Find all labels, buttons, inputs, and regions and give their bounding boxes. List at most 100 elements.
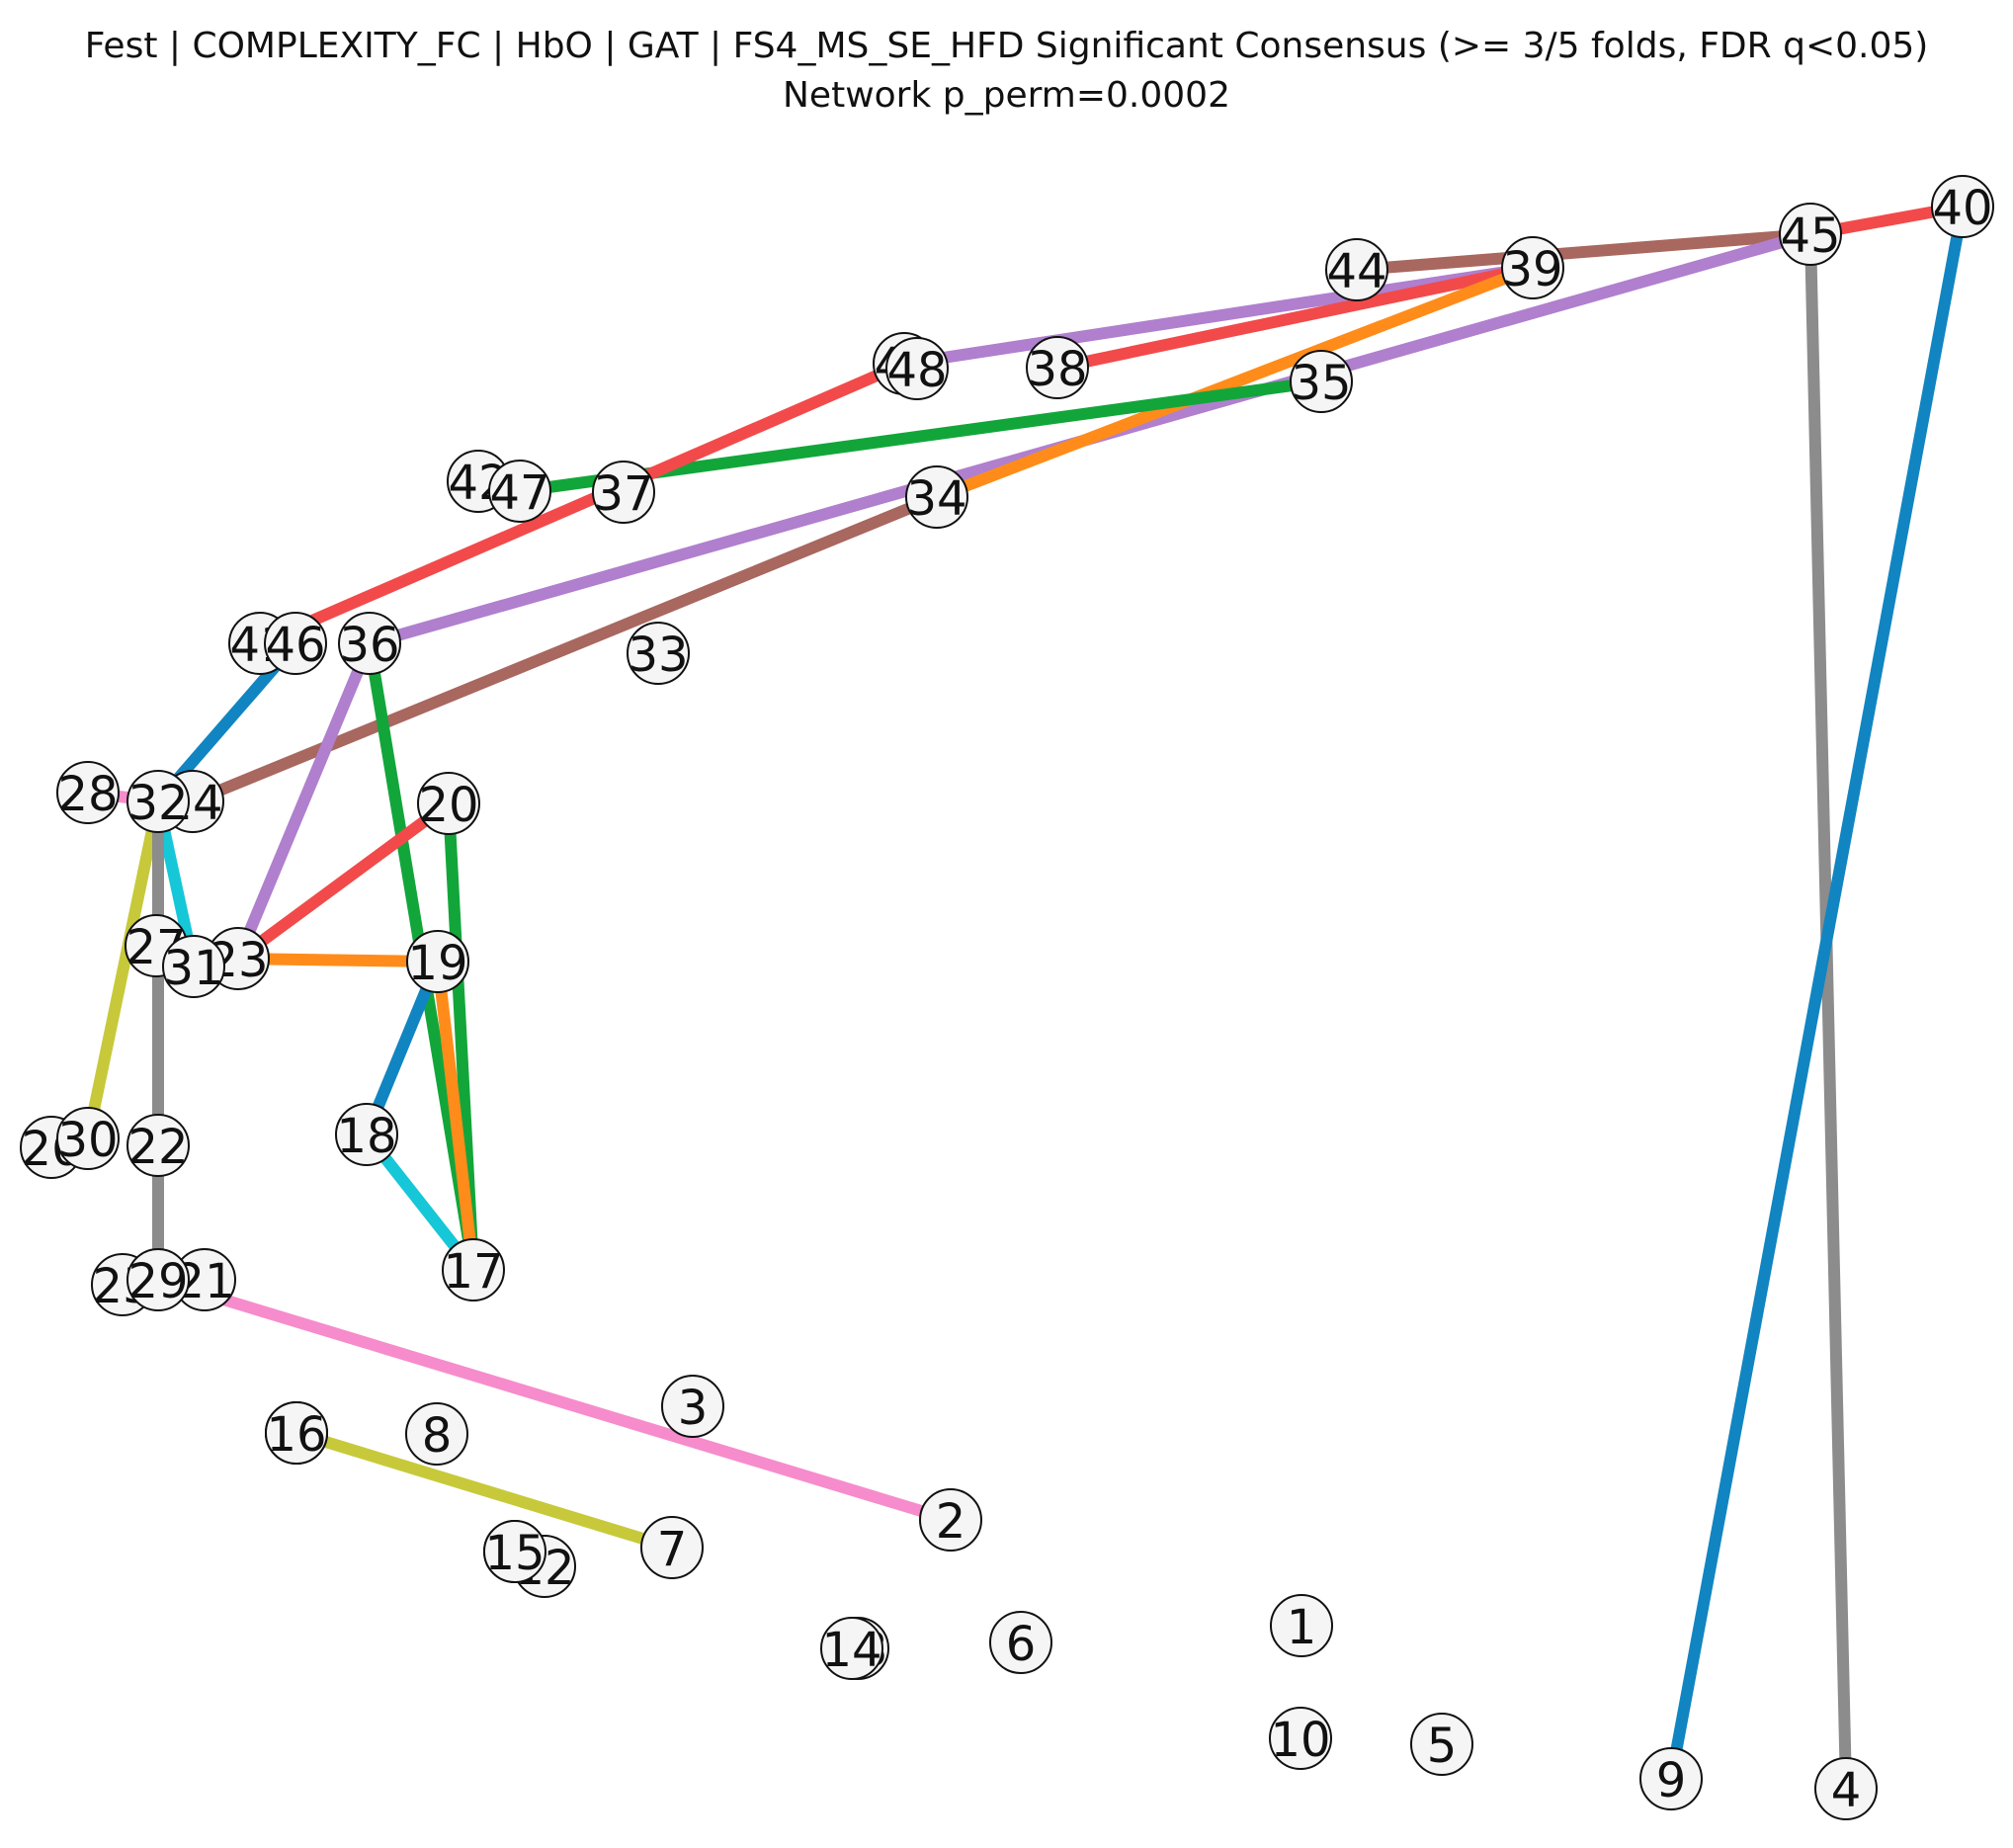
chart-subtitle: Network p_perm=0.0002 <box>783 75 1230 116</box>
node-layer: 1234567891011121314151617181920212223242… <box>20 175 1994 1820</box>
node-47: 47 <box>488 460 551 523</box>
node-label: 44 <box>1326 244 1386 299</box>
node-circle <box>1931 175 1994 238</box>
node-label: 30 <box>57 1113 118 1168</box>
node-5: 5 <box>1410 1713 1473 1776</box>
node-circle <box>1325 238 1388 301</box>
node-circle <box>1269 1707 1332 1770</box>
edge-39-38 <box>1051 262 1539 374</box>
node-circle <box>56 761 120 824</box>
node-17: 17 <box>442 1238 505 1302</box>
node-34: 34 <box>905 465 968 529</box>
node-36: 36 <box>338 612 401 675</box>
node-29: 29 <box>126 1248 190 1311</box>
node-28: 28 <box>56 761 120 824</box>
node-30: 30 <box>56 1107 120 1170</box>
edge-39-34 <box>931 262 1539 503</box>
node-38: 38 <box>1026 336 1089 399</box>
node-35: 35 <box>1290 350 1353 413</box>
edge-34-24 <box>187 491 943 807</box>
edge-45-4 <box>1804 228 1852 1795</box>
node-label: 6 <box>1006 1617 1037 1672</box>
node-circle <box>640 1516 704 1579</box>
node-label: 48 <box>886 343 947 398</box>
node-label: 2 <box>936 1494 966 1550</box>
edge-20-23 <box>232 798 455 965</box>
node-40: 40 <box>1931 175 1994 238</box>
node-label: 19 <box>407 936 467 991</box>
node-circle <box>406 930 469 993</box>
node-circle <box>126 1248 190 1311</box>
node-20: 20 <box>417 772 480 835</box>
node-circle <box>488 460 551 523</box>
node-circle <box>1410 1713 1473 1776</box>
node-circle <box>162 935 225 998</box>
node-circle <box>264 612 327 675</box>
node-label: 15 <box>484 1526 545 1581</box>
edge-40-9 <box>1665 201 1969 1785</box>
node-label: 3 <box>678 1381 709 1436</box>
node-22: 22 <box>126 1114 190 1177</box>
node-9: 9 <box>1639 1747 1703 1810</box>
node-label: 29 <box>127 1254 188 1309</box>
node-circle <box>1501 236 1564 299</box>
node-circle <box>1779 203 1842 266</box>
node-4: 4 <box>1814 1757 1878 1820</box>
node-label: 7 <box>657 1522 688 1577</box>
node-circle <box>126 770 190 833</box>
edge-36-23 <box>232 637 376 965</box>
node-circle <box>820 1617 883 1680</box>
node-circle <box>335 1103 398 1166</box>
node-7: 7 <box>640 1516 704 1579</box>
node-label: 38 <box>1027 342 1087 397</box>
node-32: 32 <box>126 770 190 833</box>
node-circle <box>1026 336 1089 399</box>
node-label: 10 <box>1270 1713 1330 1768</box>
node-14: 14 <box>820 1617 883 1680</box>
edge-32-30 <box>82 796 164 1144</box>
node-circle <box>1270 1594 1333 1657</box>
node-44: 44 <box>1325 238 1388 301</box>
node-circle <box>885 337 949 400</box>
node-48: 48 <box>885 337 949 400</box>
node-label: 22 <box>127 1120 188 1175</box>
node-label: 1 <box>1287 1600 1317 1655</box>
node-label: 18 <box>336 1109 396 1164</box>
node-label: 20 <box>418 778 478 833</box>
node-label: 5 <box>1427 1719 1458 1774</box>
node-6: 6 <box>989 1611 1052 1674</box>
node-circle <box>56 1107 120 1170</box>
node-39: 39 <box>1501 236 1564 299</box>
node-18: 18 <box>335 1103 398 1166</box>
edge-23-19 <box>232 953 444 967</box>
node-circle <box>1639 1747 1703 1810</box>
node-label: 47 <box>489 465 549 521</box>
node-circle <box>265 1401 328 1465</box>
node-label: 35 <box>1291 356 1351 411</box>
node-15: 15 <box>483 1520 546 1583</box>
node-label: 31 <box>163 941 223 996</box>
node-2: 2 <box>919 1488 982 1552</box>
node-label: 8 <box>422 1408 453 1464</box>
node-8: 8 <box>405 1402 468 1466</box>
edge-45-44 <box>1351 228 1816 276</box>
node-33: 33 <box>627 622 690 685</box>
node-3: 3 <box>661 1375 724 1438</box>
node-label: 17 <box>443 1244 503 1300</box>
node-label: 4 <box>1831 1763 1862 1818</box>
node-label: 46 <box>265 618 325 673</box>
node-circle <box>417 772 480 835</box>
node-circle <box>905 465 968 529</box>
node-label: 45 <box>1780 209 1840 264</box>
node-circle <box>627 622 690 685</box>
edge-layer <box>82 201 1969 1795</box>
node-46: 46 <box>264 612 327 675</box>
node-label: 39 <box>1502 242 1562 297</box>
node-37: 37 <box>592 461 655 524</box>
node-circle <box>592 461 655 524</box>
node-31: 31 <box>162 935 225 998</box>
node-circle <box>1290 350 1353 413</box>
node-circle <box>442 1238 505 1302</box>
node-19: 19 <box>406 930 469 993</box>
